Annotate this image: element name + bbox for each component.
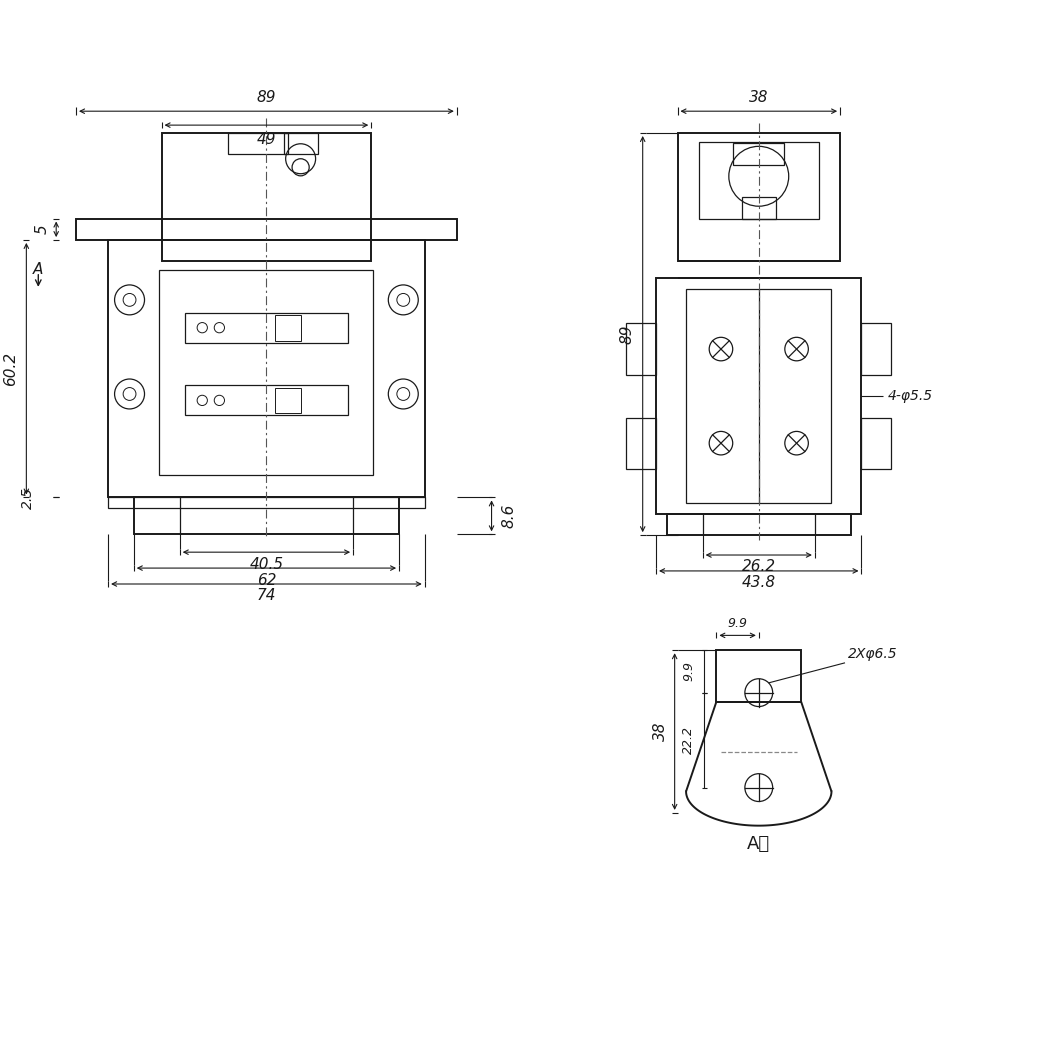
Bar bbox=[699, 142, 818, 219]
Bar bbox=[626, 417, 656, 468]
Bar bbox=[667, 514, 851, 535]
Text: 9.9: 9.9 bbox=[727, 617, 747, 630]
Bar bbox=[108, 240, 425, 498]
Bar bbox=[283, 133, 318, 154]
Bar bbox=[275, 314, 301, 340]
Text: 8.6: 8.6 bbox=[502, 504, 517, 528]
Text: 2.5: 2.5 bbox=[21, 486, 35, 509]
Text: 60.2: 60.2 bbox=[3, 352, 18, 386]
Bar bbox=[371, 219, 457, 240]
Text: 43.8: 43.8 bbox=[742, 576, 776, 590]
Bar bbox=[734, 144, 784, 164]
Bar bbox=[76, 219, 161, 240]
Bar bbox=[656, 279, 862, 514]
Text: 38: 38 bbox=[749, 90, 768, 105]
Bar bbox=[161, 133, 371, 219]
Bar bbox=[686, 289, 831, 503]
Text: 40.5: 40.5 bbox=[249, 557, 283, 572]
Bar bbox=[134, 498, 399, 534]
Text: 2Xφ6.5: 2Xφ6.5 bbox=[848, 646, 898, 661]
Bar bbox=[677, 133, 840, 261]
Bar bbox=[275, 387, 301, 413]
Bar bbox=[862, 324, 891, 375]
Bar bbox=[161, 240, 371, 261]
Text: 4-φ5.5: 4-φ5.5 bbox=[888, 389, 933, 403]
Text: 9.9: 9.9 bbox=[682, 661, 695, 682]
Text: A: A bbox=[33, 262, 43, 277]
Text: 74: 74 bbox=[257, 588, 277, 604]
Bar bbox=[186, 385, 348, 415]
Text: 89: 89 bbox=[619, 325, 634, 344]
Bar bbox=[862, 417, 891, 468]
Text: 62: 62 bbox=[257, 573, 277, 587]
Bar bbox=[742, 197, 776, 219]
Bar bbox=[626, 324, 656, 375]
Text: 22.2: 22.2 bbox=[682, 727, 695, 754]
Text: 89: 89 bbox=[257, 90, 277, 105]
Text: 5: 5 bbox=[35, 225, 50, 234]
Text: A向: A向 bbox=[747, 835, 771, 853]
Bar bbox=[228, 133, 288, 154]
Text: 38: 38 bbox=[653, 721, 668, 741]
Bar bbox=[186, 312, 348, 342]
Text: 49: 49 bbox=[257, 131, 277, 147]
Bar bbox=[108, 498, 425, 508]
Text: 26.2: 26.2 bbox=[742, 559, 776, 575]
Bar bbox=[717, 651, 801, 702]
Bar bbox=[159, 270, 373, 476]
